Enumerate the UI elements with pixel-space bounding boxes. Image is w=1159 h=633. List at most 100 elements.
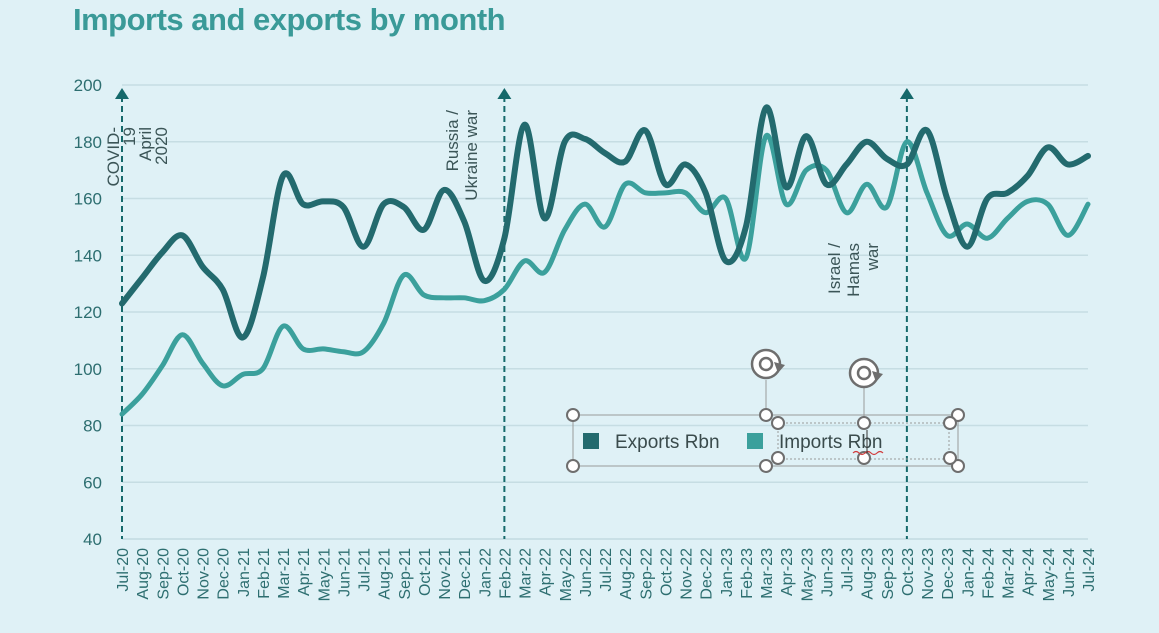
x-tick-label: Sep-20 xyxy=(155,548,172,600)
x-tick-label: Feb-21 xyxy=(256,548,273,599)
x-tick-label: Apr-24 xyxy=(1021,548,1038,596)
legend-label: Exports Rbn xyxy=(615,432,720,453)
x-tick-label: May-24 xyxy=(1041,548,1058,601)
x-tick-label: May-21 xyxy=(316,548,333,601)
rotate-inner xyxy=(758,356,774,372)
rotate-handle-icon[interactable] xyxy=(848,357,883,389)
x-tick-label: Oct-22 xyxy=(658,548,675,596)
series-imports-rbn xyxy=(119,133,1091,417)
x-tick-label: Nov-20 xyxy=(196,548,213,600)
x-axis: Jul-20 Aug-20 Sep-20 Oct-20 Nov-20 Dec-20 Jan-… xyxy=(115,538,1098,601)
x-tick-label: Jun-22 xyxy=(578,548,595,597)
resize-handle[interactable] xyxy=(943,451,957,465)
resize-handle[interactable] xyxy=(951,408,965,422)
rotate-inner xyxy=(856,365,872,381)
x-tick-label: Nov-21 xyxy=(437,548,454,600)
event-annotation: April xyxy=(136,127,155,161)
x-tick-label: Feb-24 xyxy=(980,548,997,599)
event-annotation: war xyxy=(863,243,882,272)
y-tick-label: 100 xyxy=(74,360,102,379)
x-tick-label: Jul-22 xyxy=(598,548,615,592)
resize-handle[interactable] xyxy=(759,408,773,422)
x-tick-label: Apr-21 xyxy=(296,548,313,596)
event-annotation: Hamas xyxy=(844,243,863,297)
x-tick-label: Jun-24 xyxy=(1061,548,1078,597)
resize-handle[interactable] xyxy=(943,416,957,430)
y-tick-label: 80 xyxy=(83,417,102,436)
x-tick-label: Dec-20 xyxy=(216,548,233,600)
x-tick-label: Jan-23 xyxy=(719,548,736,597)
x-tick-label: Feb-23 xyxy=(739,548,756,599)
event-arrow-icon xyxy=(497,88,512,99)
resize-handle[interactable] xyxy=(951,459,965,473)
resize-handle[interactable] xyxy=(566,408,580,422)
series-line xyxy=(119,133,1091,417)
x-tick-label: Aug-23 xyxy=(860,548,877,600)
x-tick-label: Oct-21 xyxy=(417,548,434,596)
x-tick-label: Jul-24 xyxy=(1081,548,1098,592)
x-tick-label: May-23 xyxy=(799,548,816,601)
rotate-arrow xyxy=(872,371,883,382)
x-tick-label: Jul-23 xyxy=(840,548,857,592)
x-tick-label: Mar-21 xyxy=(276,548,293,599)
x-tick-label: Sep-23 xyxy=(880,548,897,600)
rotate-handle-icon[interactable] xyxy=(750,348,785,380)
resize-handle[interactable] xyxy=(771,416,785,430)
x-tick-label: Apr-23 xyxy=(779,548,796,596)
event-annotation: Ukraine war xyxy=(462,110,481,201)
resize-handle[interactable] xyxy=(771,451,785,465)
x-tick-label: Jul-20 xyxy=(115,548,132,592)
x-tick-label: Apr-22 xyxy=(538,548,555,596)
x-tick-label: Aug-20 xyxy=(135,548,152,600)
event-annotation: Russia / xyxy=(443,110,462,172)
event-annotation: Israel / xyxy=(825,243,844,294)
x-tick-label: Aug-21 xyxy=(377,548,394,600)
x-tick-label: Jun-23 xyxy=(819,548,836,597)
event-annotation: 2020 xyxy=(152,127,171,165)
rotate-arrow xyxy=(774,362,785,373)
y-tick-label: 120 xyxy=(74,303,102,322)
resize-handle[interactable] xyxy=(857,416,871,430)
legend-label: Imports Rbn xyxy=(779,432,882,453)
x-tick-label: Jul-21 xyxy=(357,548,374,592)
y-tick-label: 60 xyxy=(83,473,102,492)
y-tick-label: 180 xyxy=(74,133,102,152)
x-tick-label: Dec-21 xyxy=(457,548,474,600)
x-tick-label: Nov-22 xyxy=(679,548,696,600)
event-annotation: 19 xyxy=(120,127,139,146)
resize-handle[interactable] xyxy=(566,459,580,473)
legend-item[interactable]: Imports Rbn xyxy=(747,432,882,453)
legend[interactable]: Exports Rbn Imports Rbn xyxy=(566,348,965,473)
x-tick-label: Dec-22 xyxy=(699,548,716,600)
x-tick-label: Aug-22 xyxy=(618,548,635,600)
x-tick-label: Mar-22 xyxy=(518,548,535,599)
x-tick-label: Jan-22 xyxy=(477,548,494,597)
x-tick-label: Jan-21 xyxy=(236,548,253,597)
chart-title: Imports and exports by month xyxy=(73,2,506,37)
y-tick-label: 200 xyxy=(74,76,102,95)
x-tick-label: Mar-23 xyxy=(759,548,776,599)
x-tick-label: Oct-20 xyxy=(175,548,192,596)
resize-handle[interactable] xyxy=(857,451,871,465)
x-tick-label: Sep-22 xyxy=(638,548,655,600)
y-tick-label: 140 xyxy=(74,246,102,265)
x-tick-label: Nov-23 xyxy=(920,548,937,600)
x-tick-label: Dec-23 xyxy=(940,548,957,600)
event-annotation: COVID- xyxy=(104,127,123,187)
x-tick-label: Mar-24 xyxy=(1001,548,1018,599)
x-tick-label: Jun-21 xyxy=(336,548,353,597)
x-tick-label: Feb-22 xyxy=(497,548,514,599)
y-tick-label: 160 xyxy=(74,190,102,209)
x-tick-label: Sep-21 xyxy=(397,548,414,600)
y-tick-label: 40 xyxy=(83,530,102,549)
x-tick-label: May-22 xyxy=(558,548,575,601)
x-tick-label: Jan-24 xyxy=(960,548,977,597)
series-exports-rbn xyxy=(119,104,1091,341)
x-tick-label: Oct-23 xyxy=(900,548,917,596)
series-lines xyxy=(119,104,1091,417)
resize-handle[interactable] xyxy=(759,459,773,473)
legend-item[interactable]: Exports Rbn xyxy=(583,432,720,453)
